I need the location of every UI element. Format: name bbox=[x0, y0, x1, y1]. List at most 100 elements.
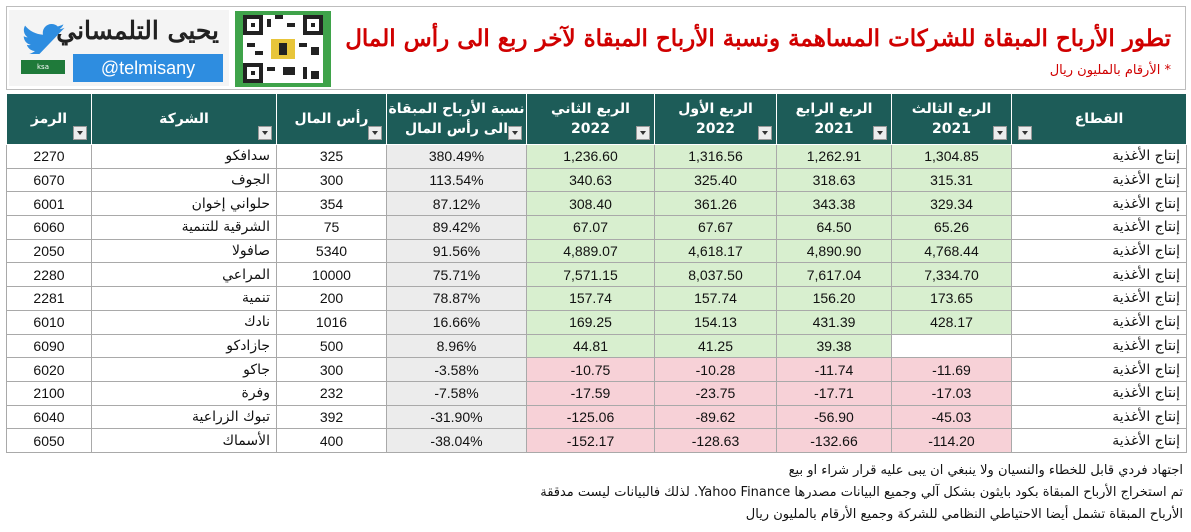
cell-company: حلواني إخوان bbox=[92, 192, 277, 216]
note-source: تم استخراج الأرباح المبقاة بكود بايثون ب… bbox=[3, 482, 1183, 504]
table-body: 2270 سدافكو 325 380.49% 1,236.60 1,316.5… bbox=[7, 145, 1187, 453]
cell-q1-2022: -23.75 bbox=[655, 381, 777, 405]
cell-code: 6040 bbox=[7, 405, 92, 429]
table-row: 2270 سدافكو 325 380.49% 1,236.60 1,316.5… bbox=[7, 145, 1187, 169]
filter-dropdown-icon[interactable] bbox=[508, 126, 522, 140]
column-header-q2-2022[interactable]: الربع الثاني 2022 bbox=[527, 94, 655, 145]
column-header-ratio[interactable]: نسبة الأرباح المبقاة الى رأس المال bbox=[387, 94, 527, 145]
page-title: تطور الأرباح المبقاة للشركات المساهمة ون… bbox=[345, 25, 1171, 52]
qr-code-icon bbox=[235, 11, 331, 87]
cell-ratio: -3.58% bbox=[387, 358, 527, 382]
cell-sector: إنتاج الأغذية bbox=[1012, 334, 1187, 358]
filter-dropdown-icon[interactable] bbox=[73, 126, 87, 140]
cell-q4-2021: 343.38 bbox=[777, 192, 892, 216]
cell-ratio: 75.71% bbox=[387, 263, 527, 287]
cell-capital: 200 bbox=[277, 287, 387, 311]
cell-sector: إنتاج الأغذية bbox=[1012, 239, 1187, 263]
cell-sector: إنتاج الأغذية bbox=[1012, 145, 1187, 169]
cell-q1-2022: 41.25 bbox=[655, 334, 777, 358]
cell-q4-2021: -132.66 bbox=[777, 429, 892, 453]
cell-ratio: 78.87% bbox=[387, 287, 527, 311]
cell-q4-2021: 4,890.90 bbox=[777, 239, 892, 263]
cell-ratio: -31.90% bbox=[387, 405, 527, 429]
cell-q2-2022: 7,571.15 bbox=[527, 263, 655, 287]
column-header-capital[interactable]: رأس المال bbox=[277, 94, 387, 145]
cell-code: 2100 bbox=[7, 381, 92, 405]
cell-company: الأسماك bbox=[92, 429, 277, 453]
cell-q4-2021: 431.39 bbox=[777, 310, 892, 334]
cell-q3-2021: 329.34 bbox=[892, 192, 1012, 216]
filter-dropdown-icon[interactable] bbox=[368, 126, 382, 140]
cell-q2-2022: 4,889.07 bbox=[527, 239, 655, 263]
cell-capital: 5340 bbox=[277, 239, 387, 263]
cell-company: نادك bbox=[92, 310, 277, 334]
page-subtitle: * الأرقام بالمليون ريال bbox=[1050, 63, 1171, 78]
table-row: 6040 تبوك الزراعية 392 -31.90% -125.06 -… bbox=[7, 405, 1187, 429]
twitter-handle[interactable]: @telmisany bbox=[73, 54, 223, 82]
cell-q2-2022: -152.17 bbox=[527, 429, 655, 453]
cell-ratio: -38.04% bbox=[387, 429, 527, 453]
cell-sector: إنتاج الأغذية bbox=[1012, 192, 1187, 216]
cell-sector: إنتاج الأغذية bbox=[1012, 216, 1187, 240]
qr-pattern bbox=[243, 15, 323, 83]
table-row: 6020 جاكو 300 -3.58% -10.75 -10.28 -11.7… bbox=[7, 358, 1187, 382]
cell-capital: 1016 bbox=[277, 310, 387, 334]
cell-code: 2050 bbox=[7, 239, 92, 263]
cell-q1-2022: -89.62 bbox=[655, 405, 777, 429]
cell-q3-2021: 4,768.44 bbox=[892, 239, 1012, 263]
cell-q2-2022: 308.40 bbox=[527, 192, 655, 216]
table-row: 2050 صافولا 5340 91.56% 4,889.07 4,618.1… bbox=[7, 239, 1187, 263]
table-row: 2281 تنمية 200 78.87% 157.74 157.74 156.… bbox=[7, 287, 1187, 311]
table-row: 2100 وفرة 232 -7.58% -17.59 -23.75 -17.7… bbox=[7, 381, 1187, 405]
cell-company: وفرة bbox=[92, 381, 277, 405]
filter-dropdown-icon[interactable] bbox=[258, 126, 272, 140]
note-scope: الأرباح المبقاة تشمل أيضا الاحتياطي النظ… bbox=[3, 504, 1183, 526]
cell-q1-2022: 154.13 bbox=[655, 310, 777, 334]
author-card: ksa يحيى التلمساني @telmisany bbox=[9, 10, 229, 86]
column-header-q4-2021[interactable]: الربع الرابع 2021 bbox=[777, 94, 892, 145]
cell-ratio: 8.96% bbox=[387, 334, 527, 358]
cell-sector: إنتاج الأغذية bbox=[1012, 168, 1187, 192]
filter-dropdown-icon[interactable] bbox=[758, 126, 772, 140]
cell-company: جاكو bbox=[92, 358, 277, 382]
cell-sector: إنتاج الأغذية bbox=[1012, 287, 1187, 311]
filter-dropdown-icon[interactable] bbox=[993, 126, 1007, 140]
cell-code: 6090 bbox=[7, 334, 92, 358]
filter-dropdown-icon[interactable] bbox=[873, 126, 887, 140]
cell-q4-2021: 64.50 bbox=[777, 216, 892, 240]
cell-q3-2021: 428.17 bbox=[892, 310, 1012, 334]
column-header-company[interactable]: الشركة bbox=[92, 94, 277, 145]
cell-q2-2022: 169.25 bbox=[527, 310, 655, 334]
table-row: 6060 الشرقية للتنمية 75 89.42% 67.07 67.… bbox=[7, 216, 1187, 240]
cell-q4-2021: -11.74 bbox=[777, 358, 892, 382]
cell-q4-2021: 318.63 bbox=[777, 168, 892, 192]
table-row: 6001 حلواني إخوان 354 87.12% 308.40 361.… bbox=[7, 192, 1187, 216]
cell-q1-2022: 4,618.17 bbox=[655, 239, 777, 263]
cell-company: سدافكو bbox=[92, 145, 277, 169]
cell-q1-2022: 325.40 bbox=[655, 168, 777, 192]
cell-capital: 500 bbox=[277, 334, 387, 358]
table-row: 2280 المراعي 10000 75.71% 7,571.15 8,037… bbox=[7, 263, 1187, 287]
cell-code: 2270 bbox=[7, 145, 92, 169]
cell-sector: إنتاج الأغذية bbox=[1012, 263, 1187, 287]
cell-company: تبوك الزراعية bbox=[92, 405, 277, 429]
cell-q2-2022: -10.75 bbox=[527, 358, 655, 382]
cell-q3-2021: 65.26 bbox=[892, 216, 1012, 240]
column-header-q1-2022[interactable]: الربع الأول 2022 bbox=[655, 94, 777, 145]
filter-dropdown-icon[interactable] bbox=[636, 126, 650, 140]
cell-code: 6020 bbox=[7, 358, 92, 382]
cell-sector: إنتاج الأغذية bbox=[1012, 405, 1187, 429]
cell-q2-2022: 1,236.60 bbox=[527, 145, 655, 169]
cell-sector: إنتاج الأغذية bbox=[1012, 358, 1187, 382]
column-header-sector[interactable]: القطاع bbox=[1012, 94, 1187, 145]
filter-active-icon[interactable] bbox=[1018, 126, 1032, 140]
note-disclaimer: اجتهاد فردي قابل للخطاء والنسيان ولا ينب… bbox=[3, 460, 1183, 482]
cell-q4-2021: 7,617.04 bbox=[777, 263, 892, 287]
cell-code: 6070 bbox=[7, 168, 92, 192]
cell-capital: 232 bbox=[277, 381, 387, 405]
column-header-code[interactable]: الرمز bbox=[7, 94, 92, 145]
cell-q2-2022: 157.74 bbox=[527, 287, 655, 311]
column-header-q3-2021[interactable]: الربع الثالث 2021 bbox=[892, 94, 1012, 145]
cell-q1-2022: -128.63 bbox=[655, 429, 777, 453]
